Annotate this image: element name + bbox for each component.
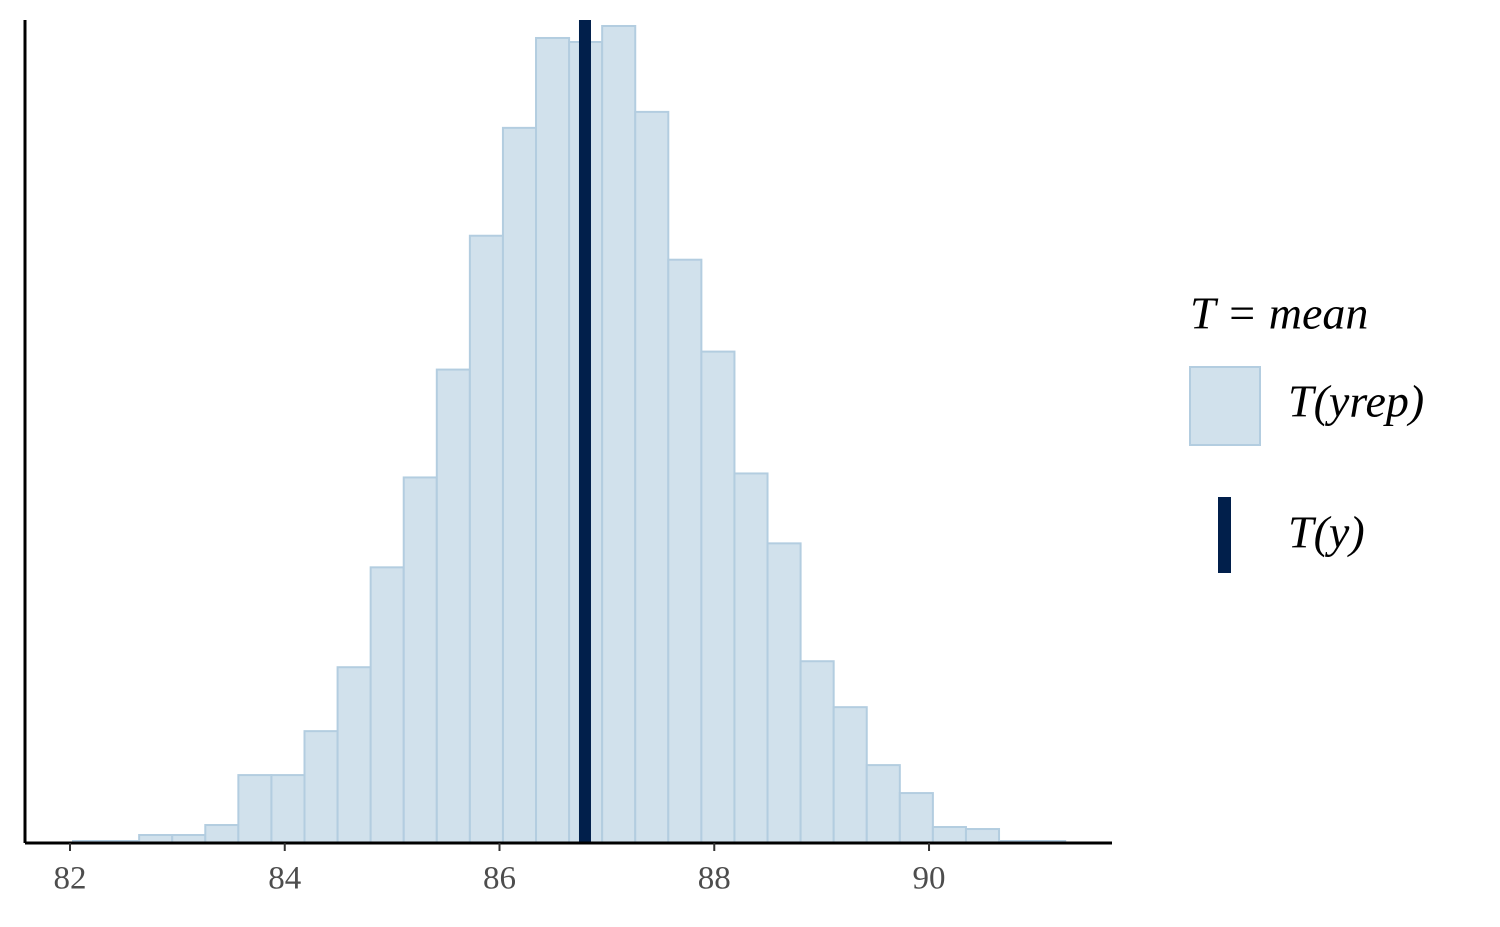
x-tick-label: 88: [698, 861, 731, 897]
x-tick-label: 84: [268, 861, 301, 897]
bar: [799, 660, 835, 845]
bar: [766, 542, 802, 844]
observed-line: [578, 20, 591, 843]
bar: [435, 368, 471, 844]
legend-key: [1218, 497, 1231, 573]
x-tick-label: 82: [53, 861, 86, 897]
bar: [898, 792, 934, 844]
bar: [501, 126, 538, 844]
legend-key: [1189, 366, 1261, 446]
bar: [667, 258, 703, 844]
bar: [601, 24, 637, 844]
x-tick-label: 86: [483, 861, 516, 897]
bar: [931, 826, 967, 844]
bar: [270, 774, 306, 844]
bar: [964, 828, 1001, 844]
bar: [402, 476, 438, 844]
x-tick-label: 90: [913, 861, 946, 897]
bar: [700, 350, 736, 844]
bar: [832, 706, 868, 844]
bar: [237, 774, 273, 844]
bar: [369, 566, 405, 844]
legend-title: T = mean: [1190, 288, 1368, 339]
legend-label: T(y): [1288, 507, 1365, 558]
bar: [336, 666, 372, 844]
bar: [535, 36, 571, 845]
bar: [865, 764, 901, 845]
legend-label: T(yrep): [1288, 376, 1424, 427]
bar: [303, 730, 339, 844]
bar: [204, 824, 240, 845]
bar: [634, 110, 670, 844]
bar: [733, 472, 769, 844]
bar: [468, 234, 504, 845]
